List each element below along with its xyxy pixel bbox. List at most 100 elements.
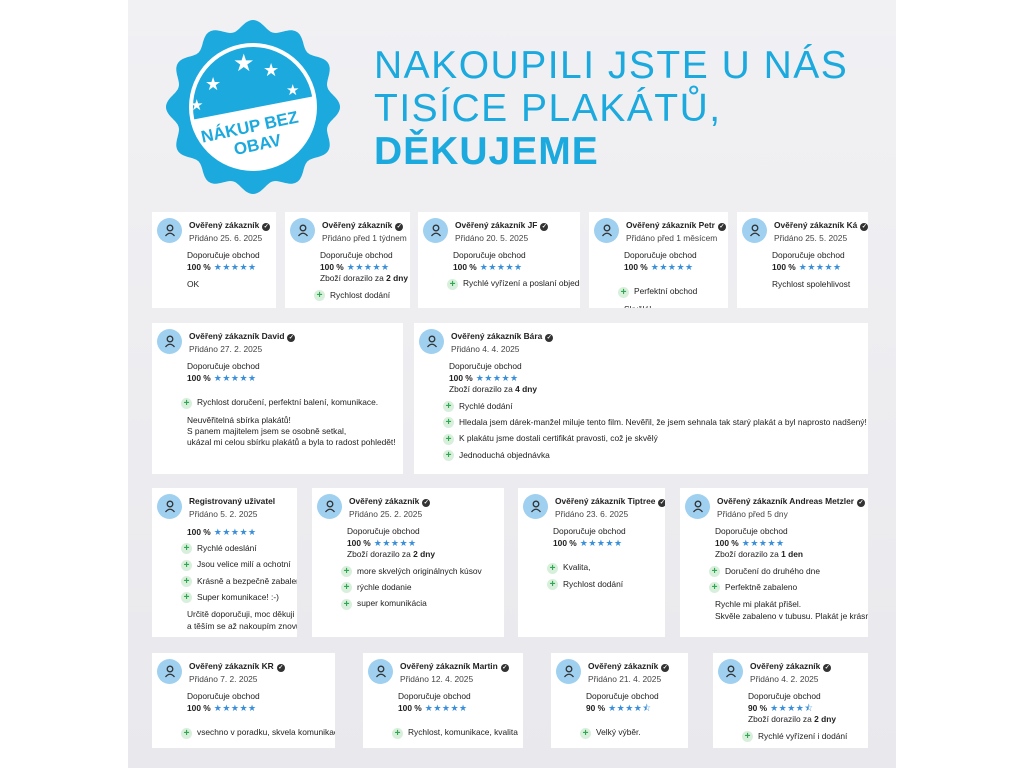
delivery-time: Zboží dorazilo za 1 den (715, 549, 803, 560)
reviewer-name: Ověřený zákazník Ká ✓ (774, 220, 868, 231)
rating-row: 100 % ★★★★★ (553, 537, 659, 549)
review-card: Ověřený zákazník ✓ Přidáno 21. 4. 2025 Dopo… (551, 653, 688, 748)
plus-icon: + (709, 582, 720, 594)
review-body: Doporučuje obchod 100 % ★★★★★ Zboží dorazil… (419, 360, 867, 461)
verified-check-icon: ✓ (262, 223, 271, 231)
pro-item: + Kvalita, (547, 562, 659, 574)
plus-icon: + (341, 598, 352, 610)
plus-icon: + (443, 400, 454, 412)
pro-item: + Rychlost dodání (314, 290, 404, 301)
plus-icon: + (709, 565, 720, 577)
svg-text:★: ★ (286, 82, 299, 99)
reviewer-name: Ověřený zákazník Andreas Metzler ✓ (717, 496, 866, 507)
verified-check-icon: ✓ (540, 223, 549, 231)
review-date: Přidáno 27. 2. 2025 (189, 344, 263, 355)
recommend-label: Doporučuje obchod (449, 360, 522, 371)
user-avatar-icon (423, 218, 448, 243)
review-card: Ověřený zákazník KR ✓ Přidáno 7. 2. 2025 Do… (152, 653, 335, 748)
pro-item: + vsechno v poradku, skvela komunikace (181, 727, 335, 739)
verified-check-icon: ✓ (860, 223, 868, 231)
plus-icon: + (181, 592, 192, 604)
review-header: Ověřený zákazník ✓ Přidáno 4. 2. 2025 (718, 659, 862, 686)
review-date: Přidáno 23. 6. 2025 (555, 509, 629, 520)
rating-row: 100 % ★★★★★ (715, 537, 862, 549)
pro-item: + Rychlé vyřízení i dodání (742, 731, 862, 742)
review-header: Registrovaný uživatel Přidáno 5. 2. 2025 (157, 494, 291, 521)
recommend-label: Doporučuje obchod (586, 690, 659, 701)
plus-icon: + (341, 565, 352, 577)
user-avatar-icon (317, 494, 342, 519)
review-body: Doporučuje obchod 90 % ★★★★⯪ + Velký výběr. (556, 691, 682, 739)
review-card: Ověřený zákazník Petr ✓ Přidáno před 1 měs… (589, 212, 728, 308)
plus-icon: + (341, 582, 352, 594)
verified-check-icon: ✓ (661, 664, 670, 672)
rating-percent: 100 % (453, 262, 477, 273)
user-avatar-icon (157, 494, 182, 519)
plus-icon: + (181, 543, 192, 555)
plus-icon: + (618, 286, 629, 298)
nakup-bez-obav-badge: ★ ★ ★ ★ ★ NÁKUP BEZ OBAV (166, 20, 340, 194)
user-avatar-icon (556, 659, 581, 684)
recommend-label: Doporučuje obchod (398, 690, 471, 701)
review-date: Přidáno 7. 2. 2025 (189, 674, 258, 685)
review-body: Doporučuje obchod 100 % ★★★★★ + Kvalita, + Ryc… (523, 526, 659, 590)
user-avatar-icon (290, 218, 315, 243)
rating-percent: 90 % (586, 703, 606, 714)
rating-percent: 100 % (187, 526, 211, 537)
headline-line2: TISÍCE PLAKÁTŮ, (374, 87, 722, 130)
plus-icon: + (443, 449, 454, 461)
review-text: Určitě doporučuji, moc děkuji a těším se … (187, 609, 297, 631)
headline-line1: NAKOUPILI JSTE U NÁS (374, 44, 849, 87)
rating-row: 90 % ★★★★⯪ (586, 702, 682, 714)
plus-icon: + (447, 278, 458, 290)
review-card: Ověřený zákazník Ká ✓ Přidáno 25. 5. 2025 D… (737, 212, 868, 308)
reviewer-name: Ověřený zákazník Martin ✓ (400, 661, 509, 672)
rating-row: 100 % ★★★★★ (453, 261, 574, 273)
pro-item: + Jednoduchá objednávka (443, 450, 862, 461)
pro-item: + Rychlé dodání (443, 401, 862, 412)
rating-percent: 100 % (715, 538, 739, 549)
star-rating-icon: ★★★★★ (346, 262, 390, 273)
star-rating-icon: ★★★★★ (798, 262, 842, 273)
reviewer-name: Registrovaný uživatel (189, 496, 276, 506)
svg-text:★: ★ (263, 60, 279, 80)
star-rating-icon: ★★★★⯪ (770, 703, 814, 714)
rating-row: 100 % ★★★★★ (187, 702, 329, 714)
review-date: Přidáno 12. 4. 2025 (400, 674, 474, 685)
reviewer-name: Ověřený zákazník ✓ (349, 496, 431, 507)
star-rating-icon: ★★★★★ (479, 262, 523, 273)
rating-row: 100 % ★★★★★ (398, 702, 517, 714)
review-body: Doporučuje obchod 100 % ★★★★★ OK (157, 250, 270, 291)
pro-item: + K plakátu jsme dostali certifikát pravo… (443, 433, 862, 445)
pro-item: + Perfektně zabaleno (709, 582, 862, 594)
recommend-label: Doporučuje obchod (553, 525, 626, 536)
verified-check-icon: ✓ (823, 664, 832, 672)
plus-icon: + (181, 559, 192, 571)
review-text: Rychle mi plakát přišel. Skvěle zabaleno … (715, 599, 868, 621)
review-header: Ověřený zákazník Andreas Metzler ✓ Přidáno… (685, 494, 866, 521)
user-avatar-icon (685, 494, 710, 519)
rating-percent: 100 % (624, 262, 648, 273)
review-date: Přidáno 21. 4. 2025 (588, 674, 662, 685)
user-avatar-icon (594, 218, 619, 243)
pro-item: + Perfektní obchod (618, 286, 722, 298)
verified-check-icon: ✓ (717, 223, 726, 231)
reviewer-name: Ověřený zákazník ✓ (322, 220, 404, 231)
headline: NAKOUPILI JSTE U NÁS TISÍCE PLAKÁTŮ, DĚK… (374, 44, 848, 173)
rating-percent: 100 % (347, 538, 371, 549)
pro-item: + Hledala jsem dárek-manžel miluje tento … (443, 417, 867, 429)
review-date: Přidáno před 5 dny (717, 509, 788, 520)
review-header: Ověřený zákazník JF ✓ Přidáno 20. 5. 2025 (423, 218, 574, 245)
recommend-label: Doporučuje obchod (453, 249, 526, 260)
review-body: Doporučuje obchod 100 % ★★★★★ Zboží dorazil… (685, 526, 868, 622)
plus-icon: + (181, 575, 192, 587)
pro-item: + Rychlé odeslání (181, 543, 291, 555)
reviewer-name: Ověřený zákazník ✓ (750, 661, 832, 672)
user-avatar-icon (742, 218, 767, 243)
review-header: Ověřený zákazník Ká ✓ Přidáno 25. 5. 2025 (742, 218, 868, 245)
review-body: Doporučuje obchod 100 % ★★★★★ + Perfektní ob… (594, 250, 722, 308)
review-body: Doporučuje obchod 100 % ★★★★★ + Rychlé vyříz… (423, 249, 580, 290)
plus-icon: + (392, 727, 403, 739)
review-body: Doporučuje obchod 100 % ★★★★★ Zboží dorazil… (317, 526, 498, 610)
plus-icon: + (314, 289, 325, 301)
